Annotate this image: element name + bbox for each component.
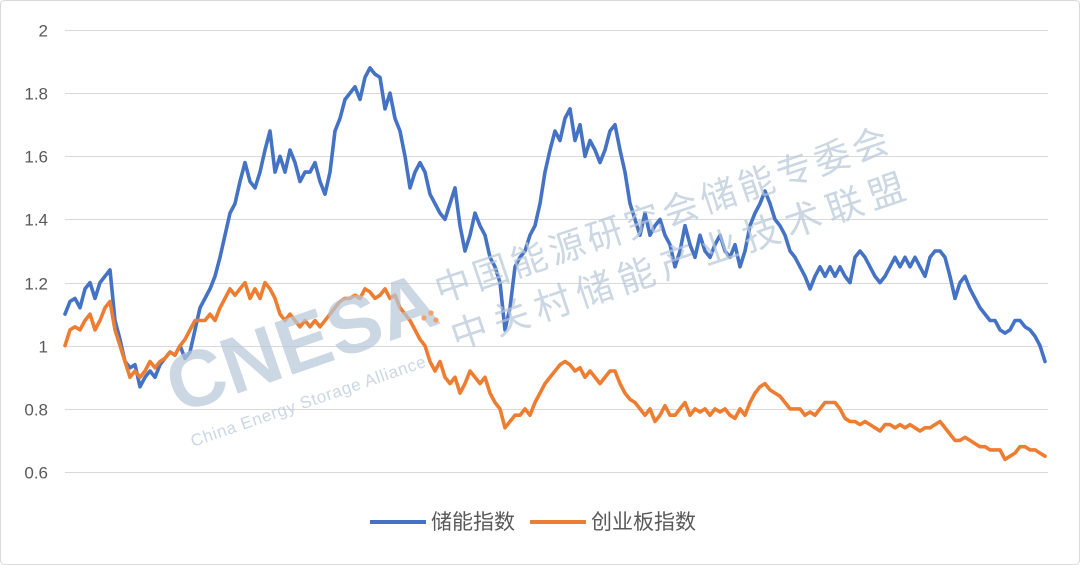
y-tick-label: 1.2 bbox=[24, 275, 48, 294]
energy-storage-index-line bbox=[63, 66, 1047, 389]
watermark-accent-dot bbox=[433, 317, 439, 323]
watermark-accent-dot bbox=[428, 310, 434, 316]
legend-label: 创业板指数 bbox=[591, 510, 696, 534]
legend-item: 创业板指数 bbox=[530, 510, 696, 534]
y-tick-label: 1.6 bbox=[24, 148, 48, 167]
y-tick-label: 1.8 bbox=[24, 85, 48, 104]
legend-label: 储能指数 bbox=[431, 510, 515, 534]
y-tick-label: 1.4 bbox=[24, 211, 48, 230]
y-tick-label: 0.8 bbox=[24, 401, 48, 420]
y-tick-label: 2 bbox=[39, 22, 48, 41]
legend: 储能指数 创业板指数 bbox=[370, 510, 696, 534]
chinext-index-line bbox=[63, 280, 1047, 462]
plot-lines bbox=[63, 66, 1047, 462]
legend-item: 储能指数 bbox=[370, 510, 515, 534]
watermark-accent-dot bbox=[421, 315, 427, 321]
y-tick-label: 0.6 bbox=[24, 464, 48, 483]
y-tick-label: 1 bbox=[39, 338, 48, 357]
y-axis-tick-labels: 0.6 0.8 1 1.2 1.4 1.6 1.8 2 bbox=[24, 22, 48, 483]
